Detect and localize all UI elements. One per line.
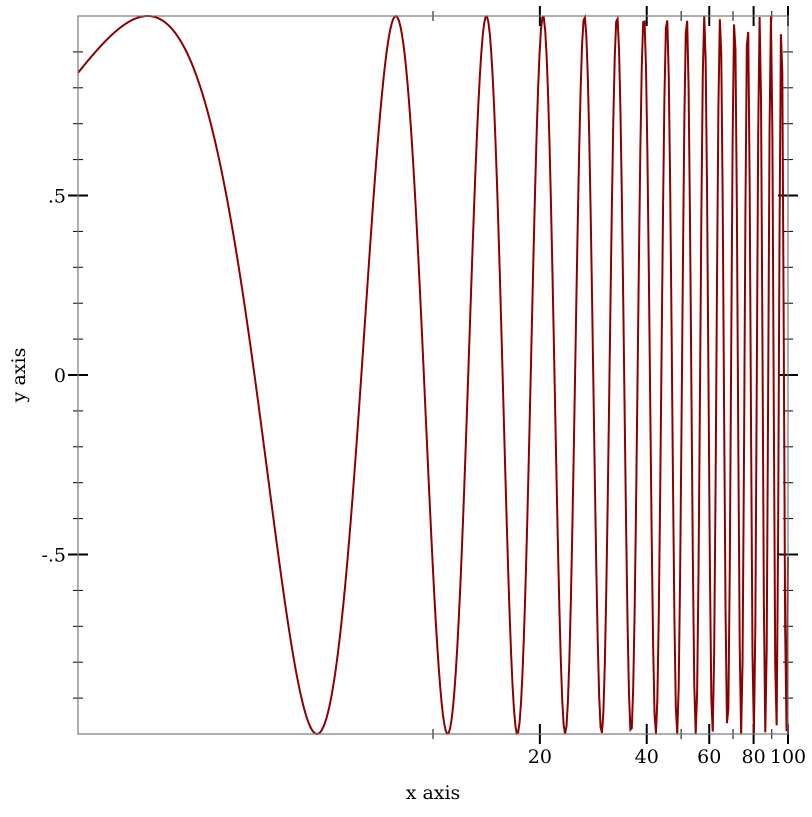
x-tick-label: 40	[635, 746, 659, 768]
x-axis-label: x axis	[406, 782, 461, 804]
x-tick-label: 80	[742, 746, 766, 768]
series-line	[77, 13, 789, 736]
y-tick-label: .5	[48, 186, 66, 208]
y-tick-label: -.5	[41, 545, 66, 567]
x-tick-label: 60	[697, 746, 721, 768]
y-tick-label: 0	[54, 365, 66, 387]
x-tick-label: 20	[528, 746, 552, 768]
x-tick-label: 100	[770, 746, 806, 768]
y-axis-label: y axis	[8, 348, 30, 404]
plot-frame	[77, 15, 789, 735]
